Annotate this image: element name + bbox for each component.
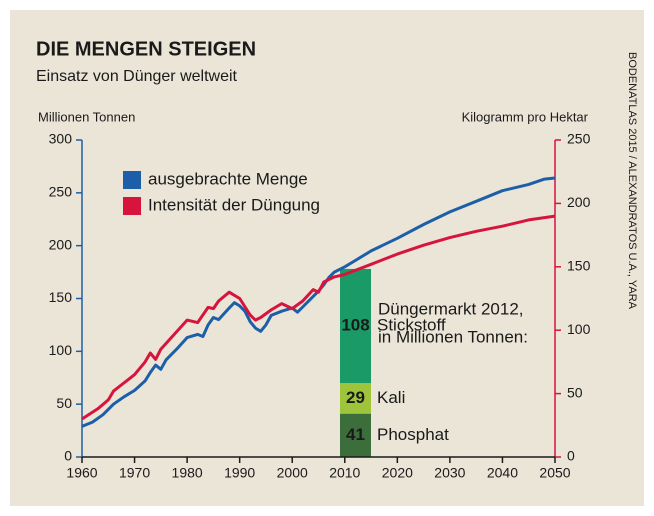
y2-tick-label: 200 bbox=[567, 194, 591, 210]
stack-value-label: 29 bbox=[346, 388, 365, 407]
y-tick-label: 50 bbox=[56, 395, 72, 411]
stack-segment bbox=[340, 383, 371, 414]
x-tick-label: 2000 bbox=[277, 465, 308, 481]
y2-axis-label: Kilogramm pro Hektar bbox=[462, 109, 589, 124]
legend-label: Intensität der Düngung bbox=[148, 195, 320, 214]
y-axis-label: Millionen Tonnen bbox=[38, 109, 135, 124]
legend-swatch bbox=[123, 171, 141, 189]
y-tick-label: 100 bbox=[49, 342, 73, 358]
y-tick-label: 0 bbox=[64, 448, 72, 464]
y2-tick-label: 150 bbox=[567, 258, 591, 274]
legend-swatch bbox=[123, 197, 141, 215]
stack-value-label: 41 bbox=[346, 425, 365, 444]
background bbox=[10, 10, 644, 506]
x-tick-label: 1980 bbox=[172, 465, 203, 481]
y-tick-label: 250 bbox=[49, 184, 73, 200]
stack-segment-name: Kali bbox=[377, 388, 405, 407]
y-tick-label: 300 bbox=[49, 131, 73, 147]
y2-tick-label: 50 bbox=[567, 384, 583, 400]
y-tick-label: 150 bbox=[49, 289, 73, 305]
x-tick-label: 1960 bbox=[66, 465, 97, 481]
y2-tick-label: 100 bbox=[567, 321, 591, 337]
chart-subtitle: Einsatz von Dünger weltweit bbox=[36, 68, 238, 85]
stack-segment bbox=[340, 413, 371, 457]
x-tick-label: 1970 bbox=[119, 465, 150, 481]
stack-value-label: 108 bbox=[341, 315, 369, 334]
legend-label: ausgebrachte Menge bbox=[148, 169, 308, 188]
x-tick-label: 2040 bbox=[487, 465, 518, 481]
y2-tick-label: 250 bbox=[567, 131, 591, 147]
x-tick-label: 2010 bbox=[329, 465, 360, 481]
x-tick-label: 2050 bbox=[539, 465, 570, 481]
y-tick-label: 200 bbox=[49, 236, 73, 252]
line bbox=[81, 214, 556, 421]
x-tick-label: 2020 bbox=[382, 465, 413, 481]
x-tick-label: 2030 bbox=[434, 465, 465, 481]
stack-segment bbox=[340, 268, 371, 384]
line bbox=[81, 176, 556, 428]
y2-tick-label: 0 bbox=[567, 448, 575, 464]
stack-title: Düngermarkt 2012, bbox=[378, 299, 524, 318]
source: BODENATLAS 2015 / ALEXANDRATOS U.A., YAR… bbox=[626, 52, 638, 310]
stack-subtitle: in Millionen Tonnen: bbox=[378, 327, 528, 346]
x-tick-label: 1990 bbox=[224, 465, 255, 481]
stack-segment-name: Stickstoff bbox=[377, 315, 446, 334]
chart-title: DIE MENGEN STEIGEN bbox=[36, 38, 256, 60]
stack-segment-name: Phosphat bbox=[377, 425, 449, 444]
